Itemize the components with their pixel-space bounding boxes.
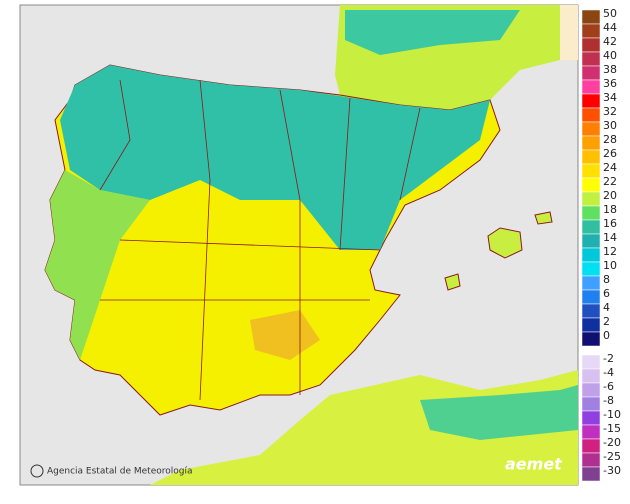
legend-swatch <box>581 79 601 95</box>
legend-swatch <box>581 317 601 333</box>
legend-swatch <box>581 205 601 221</box>
legend-swatch <box>581 410 601 426</box>
legend-label: 26 <box>603 147 617 160</box>
legend-label: -2 <box>603 352 614 365</box>
legend-label: 32 <box>603 105 617 118</box>
legend-label: 10 <box>603 259 617 272</box>
legend-label: -4 <box>603 366 614 379</box>
legend-label: 30 <box>603 119 617 132</box>
legend-swatch <box>581 368 601 384</box>
legend: 5044424038363432302826242220181614121086… <box>581 7 621 482</box>
legend-label: -30 <box>603 464 621 477</box>
legend-label: 0 <box>603 329 610 342</box>
legend-swatch <box>581 65 601 81</box>
legend-label: 12 <box>603 245 617 258</box>
legend-label: 24 <box>603 161 617 174</box>
legend-swatch <box>581 424 601 440</box>
legend-label: -15 <box>603 422 621 435</box>
west-mild-area <box>45 170 150 360</box>
legend-swatch <box>581 275 601 291</box>
legend-swatch <box>581 163 601 179</box>
legend-swatch <box>581 382 601 398</box>
legend-label: 22 <box>603 175 617 188</box>
atlas-cool-area <box>420 385 578 440</box>
legend-label: 14 <box>603 231 617 244</box>
menorca <box>534 211 553 225</box>
legend-label: 16 <box>603 217 617 230</box>
copyright-icon <box>30 464 44 478</box>
legend-label: 2 <box>603 315 610 328</box>
legend-swatch <box>581 261 601 277</box>
north-cool-area <box>60 65 490 250</box>
legend-label: 36 <box>603 77 617 90</box>
legend-swatch <box>581 191 601 207</box>
mallorca <box>487 227 523 259</box>
legend-swatch <box>581 331 601 347</box>
legend-label: 42 <box>603 35 617 48</box>
legend-swatch <box>581 289 601 305</box>
legend-swatch <box>581 121 601 137</box>
legend-swatch <box>581 303 601 319</box>
legend-swatch <box>581 37 601 53</box>
legend-swatch <box>581 51 601 67</box>
legend-swatch <box>581 219 601 235</box>
legend-label: 34 <box>603 91 617 104</box>
legend-swatch <box>581 247 601 263</box>
legend-label: -6 <box>603 380 614 393</box>
legend-swatch <box>581 177 601 193</box>
legend-swatch <box>581 354 601 370</box>
legend-swatch <box>581 9 601 25</box>
legend-label: 38 <box>603 63 617 76</box>
legend-label: 50 <box>603 7 617 20</box>
province-borders <box>99 79 421 401</box>
legend-label: -20 <box>603 436 621 449</box>
legend-label: 20 <box>603 189 617 202</box>
legend-label: 6 <box>603 287 610 300</box>
legend-swatch <box>581 93 601 109</box>
legend-label: 28 <box>603 133 617 146</box>
legend-label: 8 <box>603 273 610 286</box>
legend-swatch <box>581 149 601 165</box>
credit-text: Agencia Estatal de Meteorología <box>47 467 193 477</box>
logo: aemet <box>505 455 563 474</box>
legend-label: 44 <box>603 21 617 34</box>
ibiza <box>444 273 461 291</box>
legend-label: 18 <box>603 203 617 216</box>
legend-swatch <box>581 233 601 249</box>
legend-label: 4 <box>603 301 610 314</box>
border-lines <box>99 79 421 401</box>
warm-area <box>250 310 320 360</box>
legend-label: -10 <box>603 408 621 421</box>
legend-swatch <box>581 23 601 39</box>
legend-label: -8 <box>603 394 614 407</box>
legend-swatch <box>581 396 601 412</box>
legend-swatch <box>581 438 601 454</box>
legend-label: -25 <box>603 450 621 463</box>
legend-swatch <box>581 466 601 482</box>
no-data-area <box>560 5 578 60</box>
legend-swatch <box>581 135 601 151</box>
france-cool-area <box>345 10 520 55</box>
legend-label: 40 <box>603 49 617 62</box>
legend-swatch <box>581 107 601 123</box>
legend-swatch <box>581 452 601 468</box>
